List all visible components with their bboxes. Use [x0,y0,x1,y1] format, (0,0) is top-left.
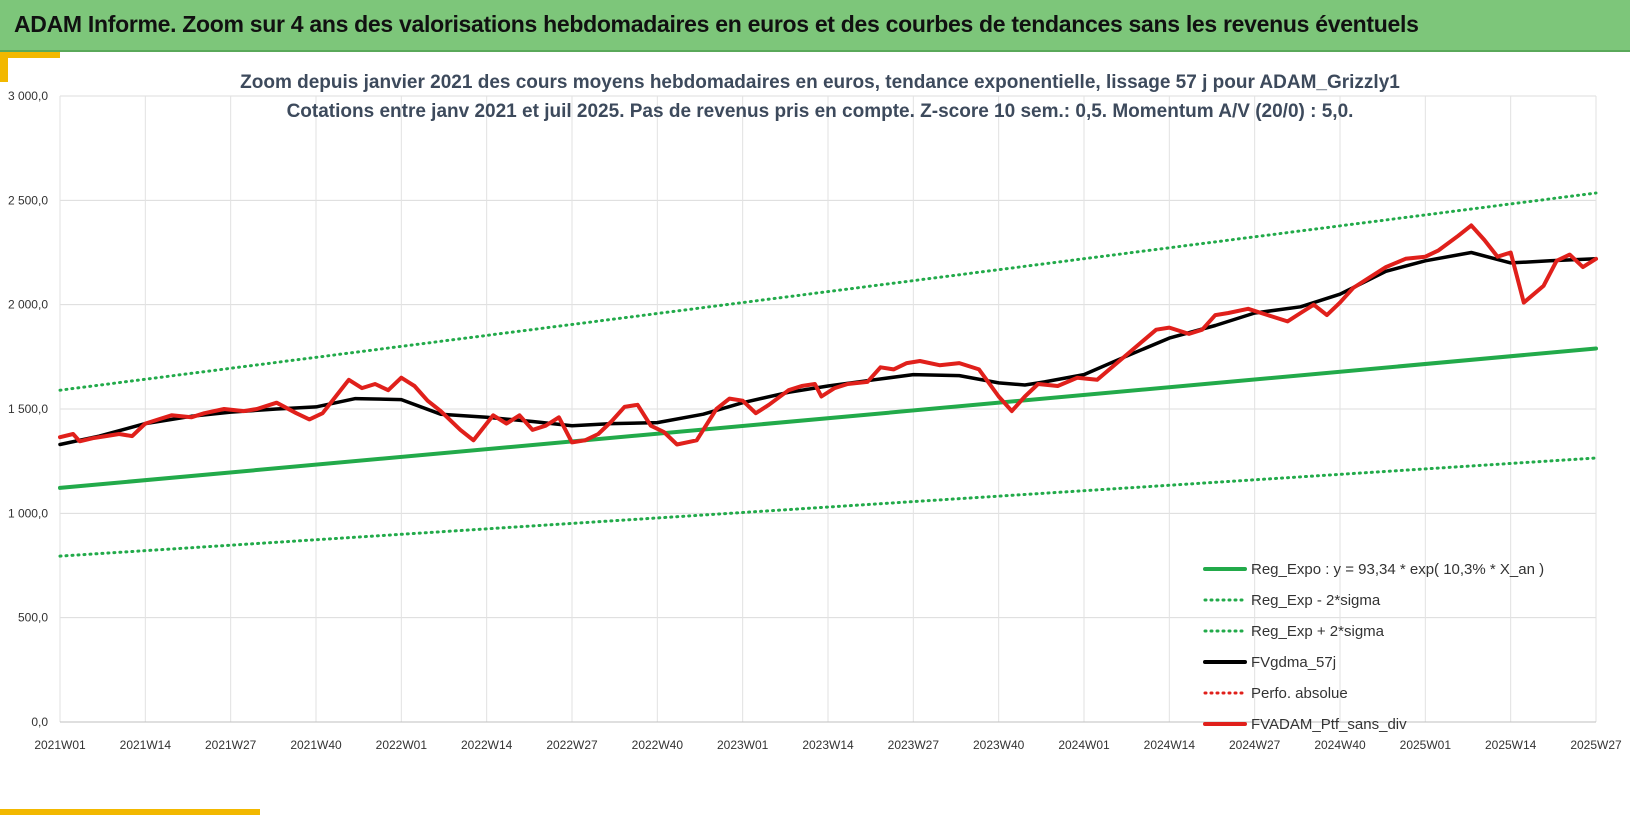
x-tick-label: 2022W01 [376,738,428,752]
y-tick-label: 2 500,0 [8,193,48,207]
y-tick-label: 1 000,0 [8,506,48,520]
trend-chart: 0,0 500,0 1 000,0 1 500,0 2 000,0 2 500,0 3 00… [8,72,1622,752]
x-tick-label: 2023W14 [802,738,854,752]
x-tick-label: 2022W27 [546,738,598,752]
x-tick-label: 2024W27 [1229,738,1281,752]
bottom-accent [0,809,260,815]
legend-label: FVADAM_Ptf_sans_div [1251,716,1407,733]
x-tick-label: 2021W27 [205,738,257,752]
series-line-2 [58,191,1598,392]
x-tick-label: 2022W40 [632,738,684,752]
chart-subtitle: Cotations entre janv 2021 et juil 2025. … [287,101,1354,122]
x-tick-label: 2024W14 [1144,738,1196,752]
x-tick-label: 2021W40 [290,738,342,752]
y-tick-label: 3 000,0 [8,89,48,103]
x-axis: 2021W01 2021W14 2021W27 2021W40 2022W01 2022W… [34,721,1622,752]
legend-label: Reg_Exp - 2*sigma [1251,592,1381,609]
x-tick-label: 2022W14 [461,738,513,752]
series-line-0 [58,346,1598,490]
corner-accent [0,52,8,82]
report-banner: ADAM Informe. Zoom sur 4 ans des valoris… [0,0,1630,52]
corner-accent-top [0,52,60,58]
report-title: ADAM Informe. Zoom sur 4 ans des valoris… [14,11,1419,37]
x-tick-label: 2021W01 [34,738,86,752]
x-tick-label: 2021W14 [120,738,172,752]
x-tick-label: 2025W27 [1570,738,1622,752]
y-tick-label: 1 500,0 [8,402,48,416]
x-tick-label: 2024W01 [1058,738,1110,752]
chart-legend: Reg_Expo : y = 93,34 * exp( 10,3% * X_an… [1203,561,1544,733]
chart-title: Zoom depuis janvier 2021 des cours moyen… [240,72,1400,93]
x-tick-label: 2025W14 [1485,738,1537,752]
y-tick-label: 500,0 [18,611,48,625]
series-line-5 [58,223,1598,447]
legend-label: Perfo. absolue [1251,685,1348,702]
x-tick-label: 2025W01 [1400,738,1452,752]
x-tick-label: 2024W40 [1314,738,1366,752]
x-tick-label: 2023W01 [717,738,769,752]
x-tick-label: 2023W40 [973,738,1025,752]
y-tick-label: 0,0 [31,715,48,729]
legend-label: FVgdma_57j [1251,654,1336,671]
legend-label: Reg_Exp + 2*sigma [1251,623,1385,640]
legend-label: Reg_Expo : y = 93,34 * exp( 10,3% * X_an… [1251,561,1544,578]
series-line-1 [58,456,1598,558]
y-tick-label: 2 000,0 [8,298,48,312]
chart-grid [59,95,1597,723]
chart-series [58,191,1598,558]
y-axis: 0,0 500,0 1 000,0 1 500,0 2 000,0 2 500,0 3 00… [8,89,48,729]
x-tick-label: 2023W27 [888,738,940,752]
